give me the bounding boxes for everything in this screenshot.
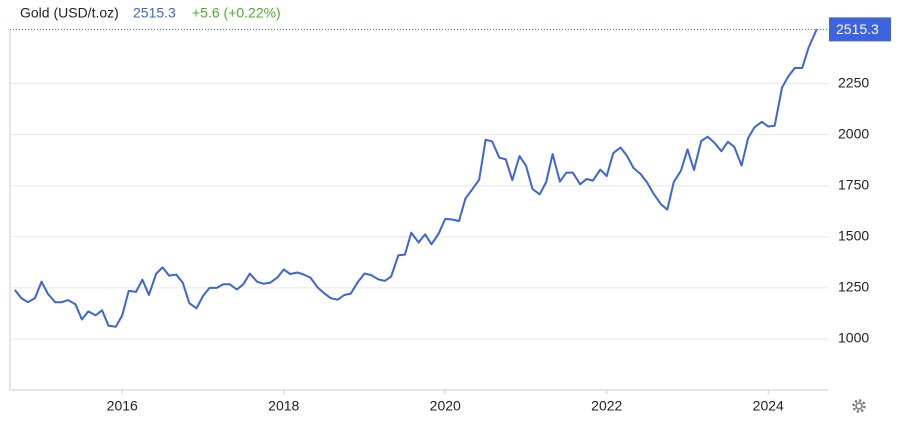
x-tick-label: 2020 <box>430 398 461 414</box>
y-tick-label: 2250 <box>838 74 869 90</box>
last-price-box <box>829 17 891 42</box>
x-tick-label: 2024 <box>753 398 784 414</box>
y-tick-label: 1250 <box>838 279 869 295</box>
price-change: +5.6 (+0.22%) <box>192 5 281 21</box>
price-line <box>14 28 818 328</box>
y-tick-label: 1000 <box>838 330 869 346</box>
chart-title: Gold (USD/t.oz) <box>20 5 119 21</box>
y-tick-label: 1500 <box>838 227 869 243</box>
y-tick-label: 2000 <box>838 125 869 141</box>
x-tick-label: 2016 <box>107 398 138 414</box>
settings-icon[interactable] <box>852 399 866 413</box>
y-tick-label: 1750 <box>838 176 869 192</box>
last-price: 2515.3 <box>133 5 176 21</box>
last-price-label: 2515.3 <box>836 21 879 37</box>
x-tick-label: 2022 <box>591 398 622 414</box>
x-tick-label: 2018 <box>268 398 299 414</box>
